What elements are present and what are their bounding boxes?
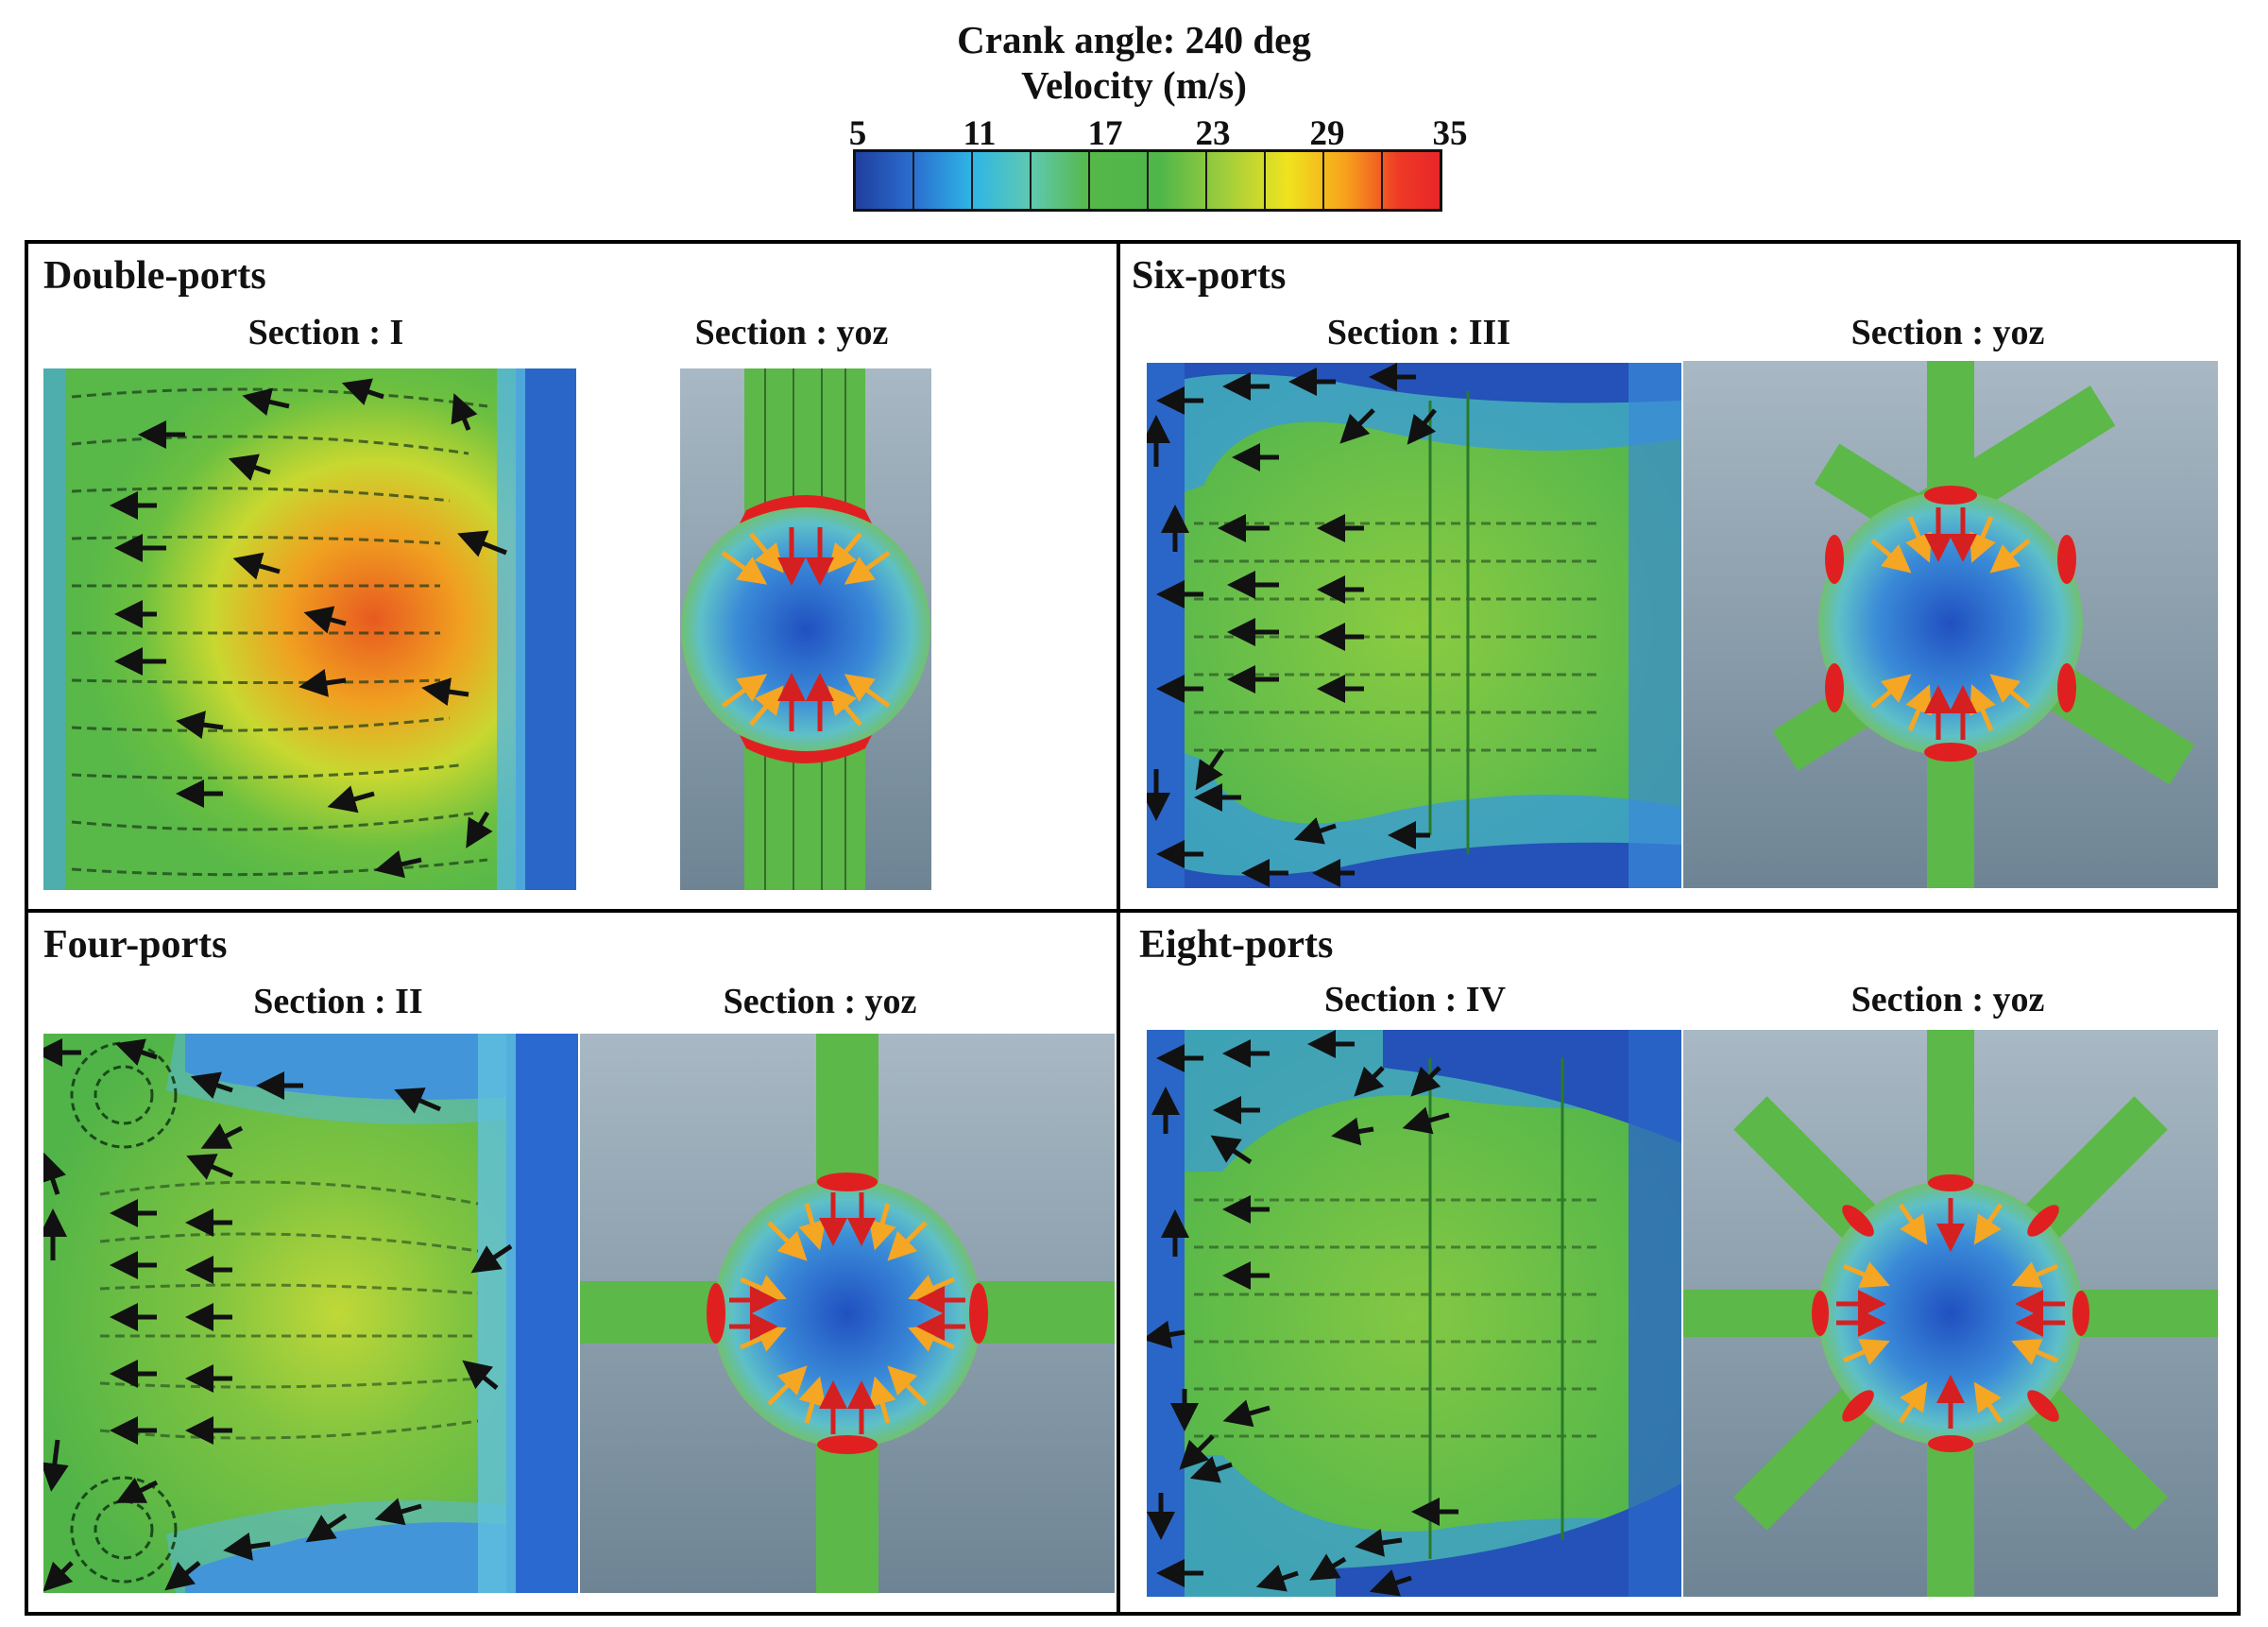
panel-divider-horizontal [25,909,2241,913]
panel-divider-vertical [1117,240,1120,1616]
colorbar-tick: 29 [1309,114,1345,153]
colorbar-tick: 35 [1432,114,1468,153]
figure-title: Crank angle: 240 deg [957,18,1311,61]
panel-title-double-ports: Double-ports [43,254,266,298]
velocity-field-section-iv [1147,1030,1681,1597]
velocity-field-yoz-six-ports [1683,361,2218,888]
section-label: Section : yoz [694,313,889,352]
velocity-field-yoz-double-ports [680,368,931,890]
velocity-field-yoz-eight-ports [1683,1030,2218,1597]
section-label: Section : III [1326,313,1511,352]
colorbar-tick: 11 [963,114,997,153]
section-label: Section : IV [1323,980,1507,1019]
panel-grid-frame [25,240,2241,1616]
velocity-field-section-i [43,368,576,890]
colorbar-tick: 5 [848,114,867,153]
colorbar-title: Velocity (m/s) [1021,63,1247,107]
section-label: Section : I [247,313,404,352]
velocity-field-section-iii [1147,363,1681,888]
velocity-field-section-ii [43,1034,578,1593]
section-label: Section : yoz [1850,980,2045,1019]
colorbar-tick: 23 [1195,114,1231,153]
colorbar-tick: 17 [1087,114,1123,153]
velocity-colorbar [853,149,1442,212]
velocity-field-yoz-four-ports [580,1034,1115,1593]
section-label: Section : II [253,982,423,1021]
panel-title-four-ports: Four-ports [43,923,228,967]
section-label: Section : yoz [1850,313,2045,352]
section-label: Section : yoz [723,982,917,1021]
panel-title-eight-ports: Eight-ports [1139,923,1334,967]
panel-title-six-ports: Six-ports [1132,254,1287,298]
